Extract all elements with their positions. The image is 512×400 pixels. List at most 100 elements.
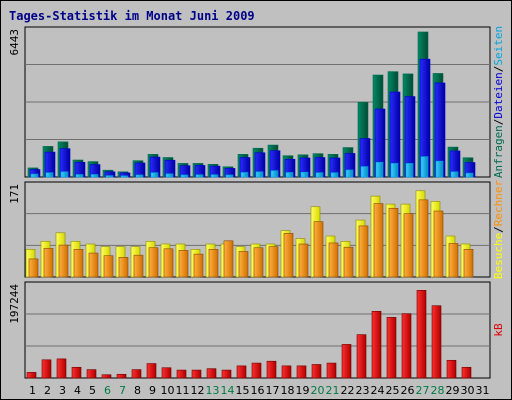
bar-seiten-day-6 — [105, 175, 114, 178]
legend-entry-anfragen: Anfragen — [492, 125, 505, 178]
bar-seiten-day-16 — [255, 171, 264, 178]
bar-kb-day-7 — [116, 373, 127, 379]
x-tick-label-day-27: 27 — [416, 384, 430, 397]
x-tick-label-day-16: 16 — [251, 384, 265, 397]
legend-panel-1: Anfragen/Dateien/Seiten — [492, 26, 505, 178]
x-tick-label-day-30: 30 — [461, 384, 475, 397]
bar-seiten-day-3 — [60, 171, 69, 178]
bar-rechner-day-13 — [208, 249, 219, 278]
bar-kb-day-6 — [101, 374, 112, 379]
bar-rechner-day-19 — [298, 243, 309, 278]
bar-rechner-day-17 — [268, 246, 279, 278]
bar-seiten-day-29 — [450, 171, 459, 178]
x-tick-label-day-22: 22 — [341, 384, 355, 397]
bar-seiten-day-13 — [210, 174, 219, 178]
x-tick-label-day-4: 4 — [74, 384, 81, 397]
bar-kb-day-5 — [86, 369, 97, 379]
x-tick-label-day-8: 8 — [134, 384, 141, 397]
x-tick-label-day-7: 7 — [119, 384, 126, 397]
bar-kb-day-18 — [281, 365, 292, 379]
bar-kb-day-10 — [161, 367, 172, 379]
bar-rechner-day-11 — [178, 250, 189, 278]
bar-kb-day-27 — [416, 290, 427, 379]
bar-kb-day-1 — [26, 372, 37, 379]
bar-kb-day-24 — [371, 311, 382, 379]
bar-seiten-day-9 — [150, 172, 159, 178]
bar-seiten-day-23 — [360, 166, 369, 178]
x-tick-label-day-9: 9 — [149, 384, 156, 397]
x-tick-label-day-29: 29 — [446, 384, 460, 397]
bar-kb-day-19 — [296, 365, 307, 379]
bar-rechner-day-22 — [343, 246, 354, 278]
bar-kb-day-2 — [41, 359, 52, 379]
bar-kb-day-4 — [71, 366, 82, 379]
legend-entry-seiten: Seiten — [492, 26, 505, 66]
x-tick-label-day-17: 17 — [266, 384, 280, 397]
bar-rechner-day-4 — [73, 249, 84, 278]
bar-rechner-day-3 — [58, 244, 69, 278]
bar-rechner-day-14 — [223, 240, 234, 278]
x-tick-label-day-18: 18 — [281, 384, 295, 397]
bar-seiten-day-24 — [375, 161, 384, 178]
bar-rechner-day-6 — [103, 255, 114, 278]
x-tick-label-day-28: 28 — [431, 384, 445, 397]
x-tick-label-day-14: 14 — [221, 384, 235, 397]
y-max-label: 6443 — [8, 29, 21, 56]
legend-entry-rechner: Rechner — [492, 179, 505, 226]
x-tick-label-day-11: 11 — [176, 384, 190, 397]
bar-kb-day-11 — [176, 369, 187, 379]
bar-seiten-day-4 — [75, 174, 84, 178]
bar-seiten-day-27 — [420, 156, 429, 178]
bar-seiten-day-20 — [315, 172, 324, 178]
bar-rechner-day-7 — [118, 257, 129, 278]
bar-seiten-day-26 — [405, 163, 414, 178]
bar-kb-day-17 — [266, 360, 277, 379]
bar-seiten-day-8 — [135, 174, 144, 178]
bar-seiten-day-17 — [270, 170, 279, 178]
bar-rechner-day-21 — [328, 242, 339, 278]
bar-rechner-day-9 — [148, 247, 159, 278]
bar-kb-day-25 — [386, 317, 397, 379]
x-tick-label-day-2: 2 — [44, 384, 51, 397]
bar-kb-day-26 — [401, 313, 412, 379]
bar-seiten-day-15 — [240, 172, 249, 178]
bar-rechner-day-8 — [133, 254, 144, 278]
bar-kb-day-16 — [251, 362, 262, 379]
x-tick-label-day-19: 19 — [296, 384, 310, 397]
chart-title: Tages-Statistik im Monat Juni 2009 — [9, 9, 255, 23]
bar-rechner-day-29 — [448, 243, 459, 278]
bar-seiten-day-2 — [45, 172, 54, 178]
bar-rechner-day-30 — [463, 249, 474, 278]
x-tick-label-day-21: 21 — [326, 384, 340, 397]
x-tick-label-day-3: 3 — [59, 384, 66, 397]
bar-kb-day-22 — [341, 344, 352, 379]
bar-seiten-day-25 — [390, 163, 399, 178]
legend-entry-besuche: Besuche — [492, 233, 505, 279]
x-tick-label-day-13: 13 — [206, 384, 220, 397]
bar-kb-day-3 — [56, 358, 67, 379]
bar-kb-day-14 — [221, 369, 232, 379]
bar-rechner-day-24 — [373, 203, 384, 278]
x-tick-label-day-6: 6 — [104, 384, 111, 397]
bar-seiten-day-7 — [120, 175, 129, 178]
bar-rechner-day-10 — [163, 248, 174, 278]
bar-kb-day-8 — [131, 369, 142, 379]
bar-seiten-day-5 — [90, 174, 99, 178]
bar-seiten-day-1 — [30, 173, 39, 178]
bar-seiten-day-22 — [345, 169, 354, 178]
x-tick-label-day-12: 12 — [191, 384, 205, 397]
bar-seiten-day-28 — [435, 160, 444, 178]
bar-rechner-day-25 — [388, 208, 399, 278]
bar-seiten-day-18 — [285, 172, 294, 178]
bar-kb-day-30 — [461, 366, 472, 379]
x-tick-label-day-25: 25 — [386, 384, 400, 397]
bar-kb-day-12 — [191, 369, 202, 379]
bar-seiten-day-19 — [300, 171, 309, 178]
x-tick-label-day-23: 23 — [356, 384, 370, 397]
bar-seiten-day-14 — [225, 174, 234, 178]
bar-kb-day-29 — [446, 359, 457, 379]
bar-rechner-day-15 — [238, 251, 249, 278]
bar-rechner-day-26 — [403, 213, 414, 278]
bar-seiten-day-11 — [180, 174, 189, 178]
